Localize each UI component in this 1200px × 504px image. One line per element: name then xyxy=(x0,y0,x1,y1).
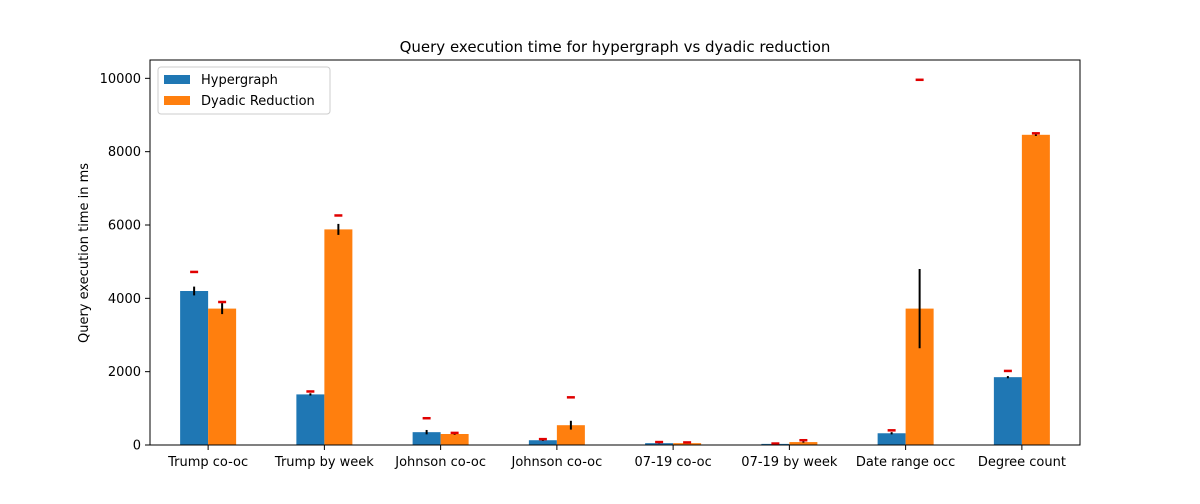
bar-dyadic-reduction-6 xyxy=(789,442,818,445)
y-axis-label: Query execution time in ms xyxy=(77,163,92,343)
y-tick-label: 8000 xyxy=(108,145,141,160)
x-tick-label: Trump by week xyxy=(274,455,374,470)
x-tick-label: Johnson co-oc xyxy=(394,455,486,470)
legend-label-dyadic-reduction: Dyadic Reduction xyxy=(201,94,315,109)
y-tick-label: 10000 xyxy=(100,72,141,87)
bar-hypergraph-3 xyxy=(412,432,441,445)
y-tick-label: 0 xyxy=(133,439,141,454)
legend-swatch-dyadic-reduction xyxy=(164,96,190,105)
x-tick-label: Date range occ xyxy=(856,455,955,470)
bar-hypergraph-2 xyxy=(296,394,325,445)
y-tick-label: 2000 xyxy=(108,365,141,380)
x-tick-label: 07-19 by week xyxy=(741,455,838,470)
x-tick-label: Degree count xyxy=(978,455,1066,470)
legend-box xyxy=(157,66,331,115)
bar-dyadic-reduction-8 xyxy=(1021,134,1050,446)
bar-dyadic-reduction-5 xyxy=(673,443,702,445)
plot-frame xyxy=(149,59,1081,446)
chart-title: Query execution time for hypergraph vs d… xyxy=(400,38,831,56)
plot-area: 0 2000 4000 6000 8000 10000 Trump co-oc Trump b… xyxy=(100,59,1081,470)
bar-dyadic-reduction-2 xyxy=(324,229,353,445)
x-tick-label: 07-19 co-oc xyxy=(634,455,711,470)
bar-dyadic-reduction-1 xyxy=(208,308,237,445)
bar-hypergraph-1 xyxy=(180,291,209,445)
y-tick-label: 6000 xyxy=(108,219,141,234)
x-tick-label: Johnson co-oc xyxy=(511,455,603,470)
bar-dyadic-reduction-4 xyxy=(556,425,585,445)
bar-hypergraph-8 xyxy=(993,377,1022,445)
legend-label-hypergraph: Hypergraph xyxy=(201,73,278,88)
y-tick-label: 4000 xyxy=(108,292,141,307)
bar-dyadic-reduction-3 xyxy=(440,434,469,445)
bar-hypergraph-7 xyxy=(877,433,906,445)
x-tick-label: Trump co-oc xyxy=(167,455,248,470)
legend-swatch-hypergraph xyxy=(164,75,190,84)
bar-hypergraph-5 xyxy=(645,443,674,445)
bar-hypergraph-4 xyxy=(528,440,557,445)
